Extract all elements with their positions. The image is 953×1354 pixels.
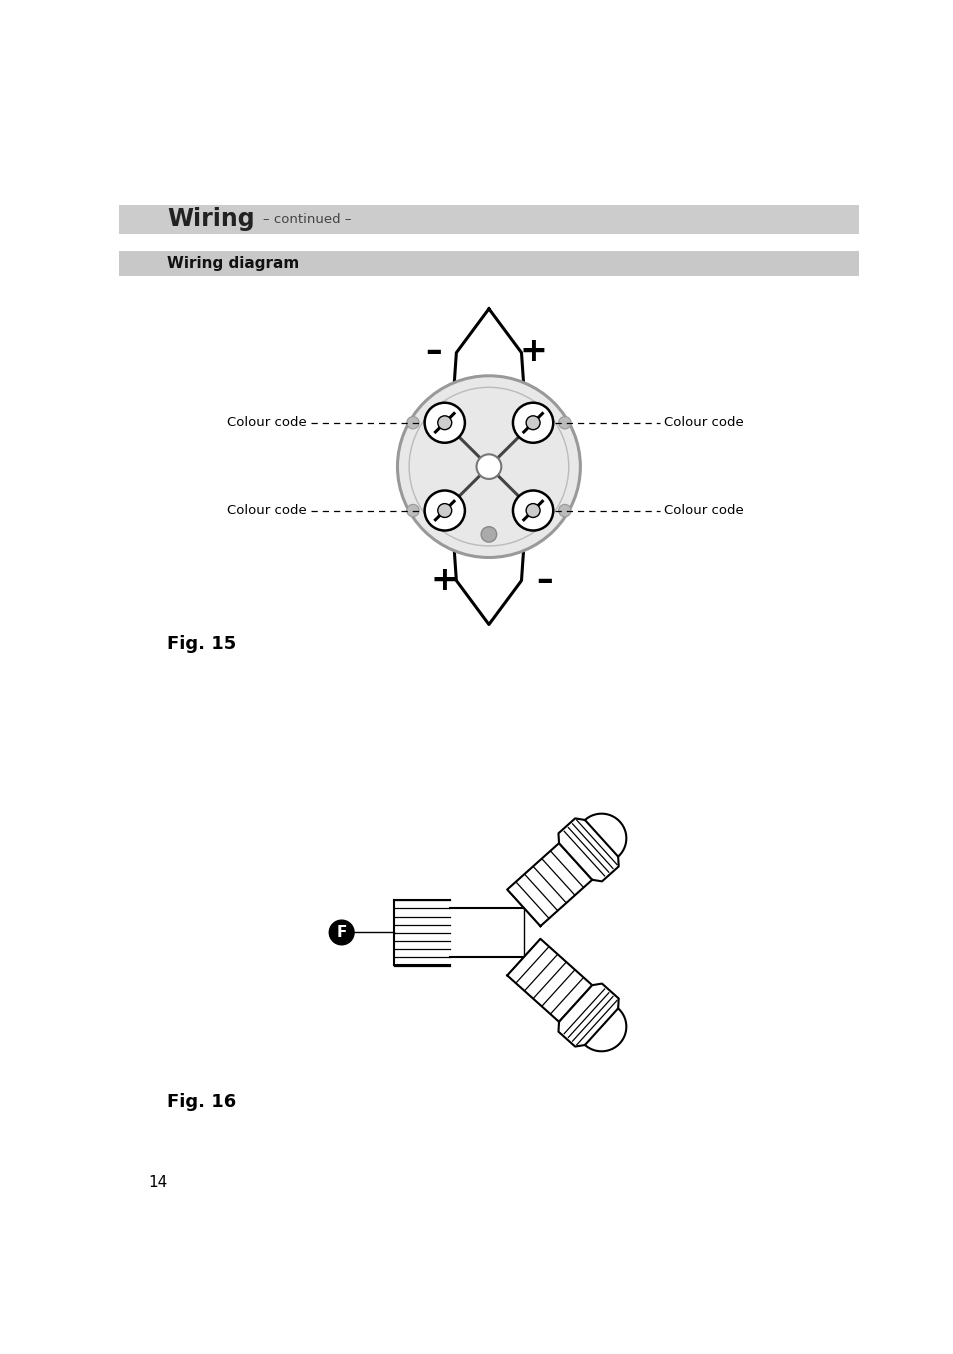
Text: Colour code: Colour code — [663, 416, 743, 429]
Polygon shape — [507, 938, 592, 1022]
Text: – continued –: – continued – — [262, 213, 351, 226]
Text: Wiring diagram: Wiring diagram — [167, 256, 299, 271]
Circle shape — [437, 504, 452, 517]
Text: Colour code: Colour code — [227, 504, 307, 517]
Text: Fig. 15: Fig. 15 — [167, 635, 236, 653]
Circle shape — [480, 527, 497, 542]
Circle shape — [329, 921, 354, 945]
Text: –: – — [536, 565, 553, 597]
Text: +: + — [519, 334, 547, 368]
Circle shape — [558, 417, 571, 429]
Circle shape — [558, 504, 571, 517]
Text: +: + — [430, 565, 457, 597]
Circle shape — [437, 416, 452, 429]
Polygon shape — [558, 983, 618, 1047]
Circle shape — [525, 504, 539, 517]
Text: Colour code: Colour code — [663, 504, 743, 517]
Polygon shape — [507, 844, 592, 926]
Text: F: F — [336, 925, 347, 940]
Circle shape — [406, 504, 418, 517]
Bar — [119, 250, 858, 276]
Circle shape — [397, 376, 579, 558]
Polygon shape — [453, 309, 524, 624]
Text: Colour code: Colour code — [227, 416, 307, 429]
Circle shape — [424, 490, 464, 531]
Text: 14: 14 — [149, 1175, 168, 1190]
Circle shape — [513, 490, 553, 531]
Circle shape — [424, 402, 464, 443]
Text: Fig. 16: Fig. 16 — [167, 1093, 236, 1110]
Polygon shape — [584, 814, 626, 857]
Circle shape — [406, 417, 418, 429]
Bar — [119, 204, 858, 234]
Polygon shape — [584, 1009, 626, 1051]
Text: –: – — [424, 334, 441, 368]
Polygon shape — [558, 818, 618, 881]
Text: Wiring: Wiring — [167, 207, 254, 232]
Circle shape — [525, 416, 539, 429]
Circle shape — [476, 455, 500, 479]
Circle shape — [513, 402, 553, 443]
